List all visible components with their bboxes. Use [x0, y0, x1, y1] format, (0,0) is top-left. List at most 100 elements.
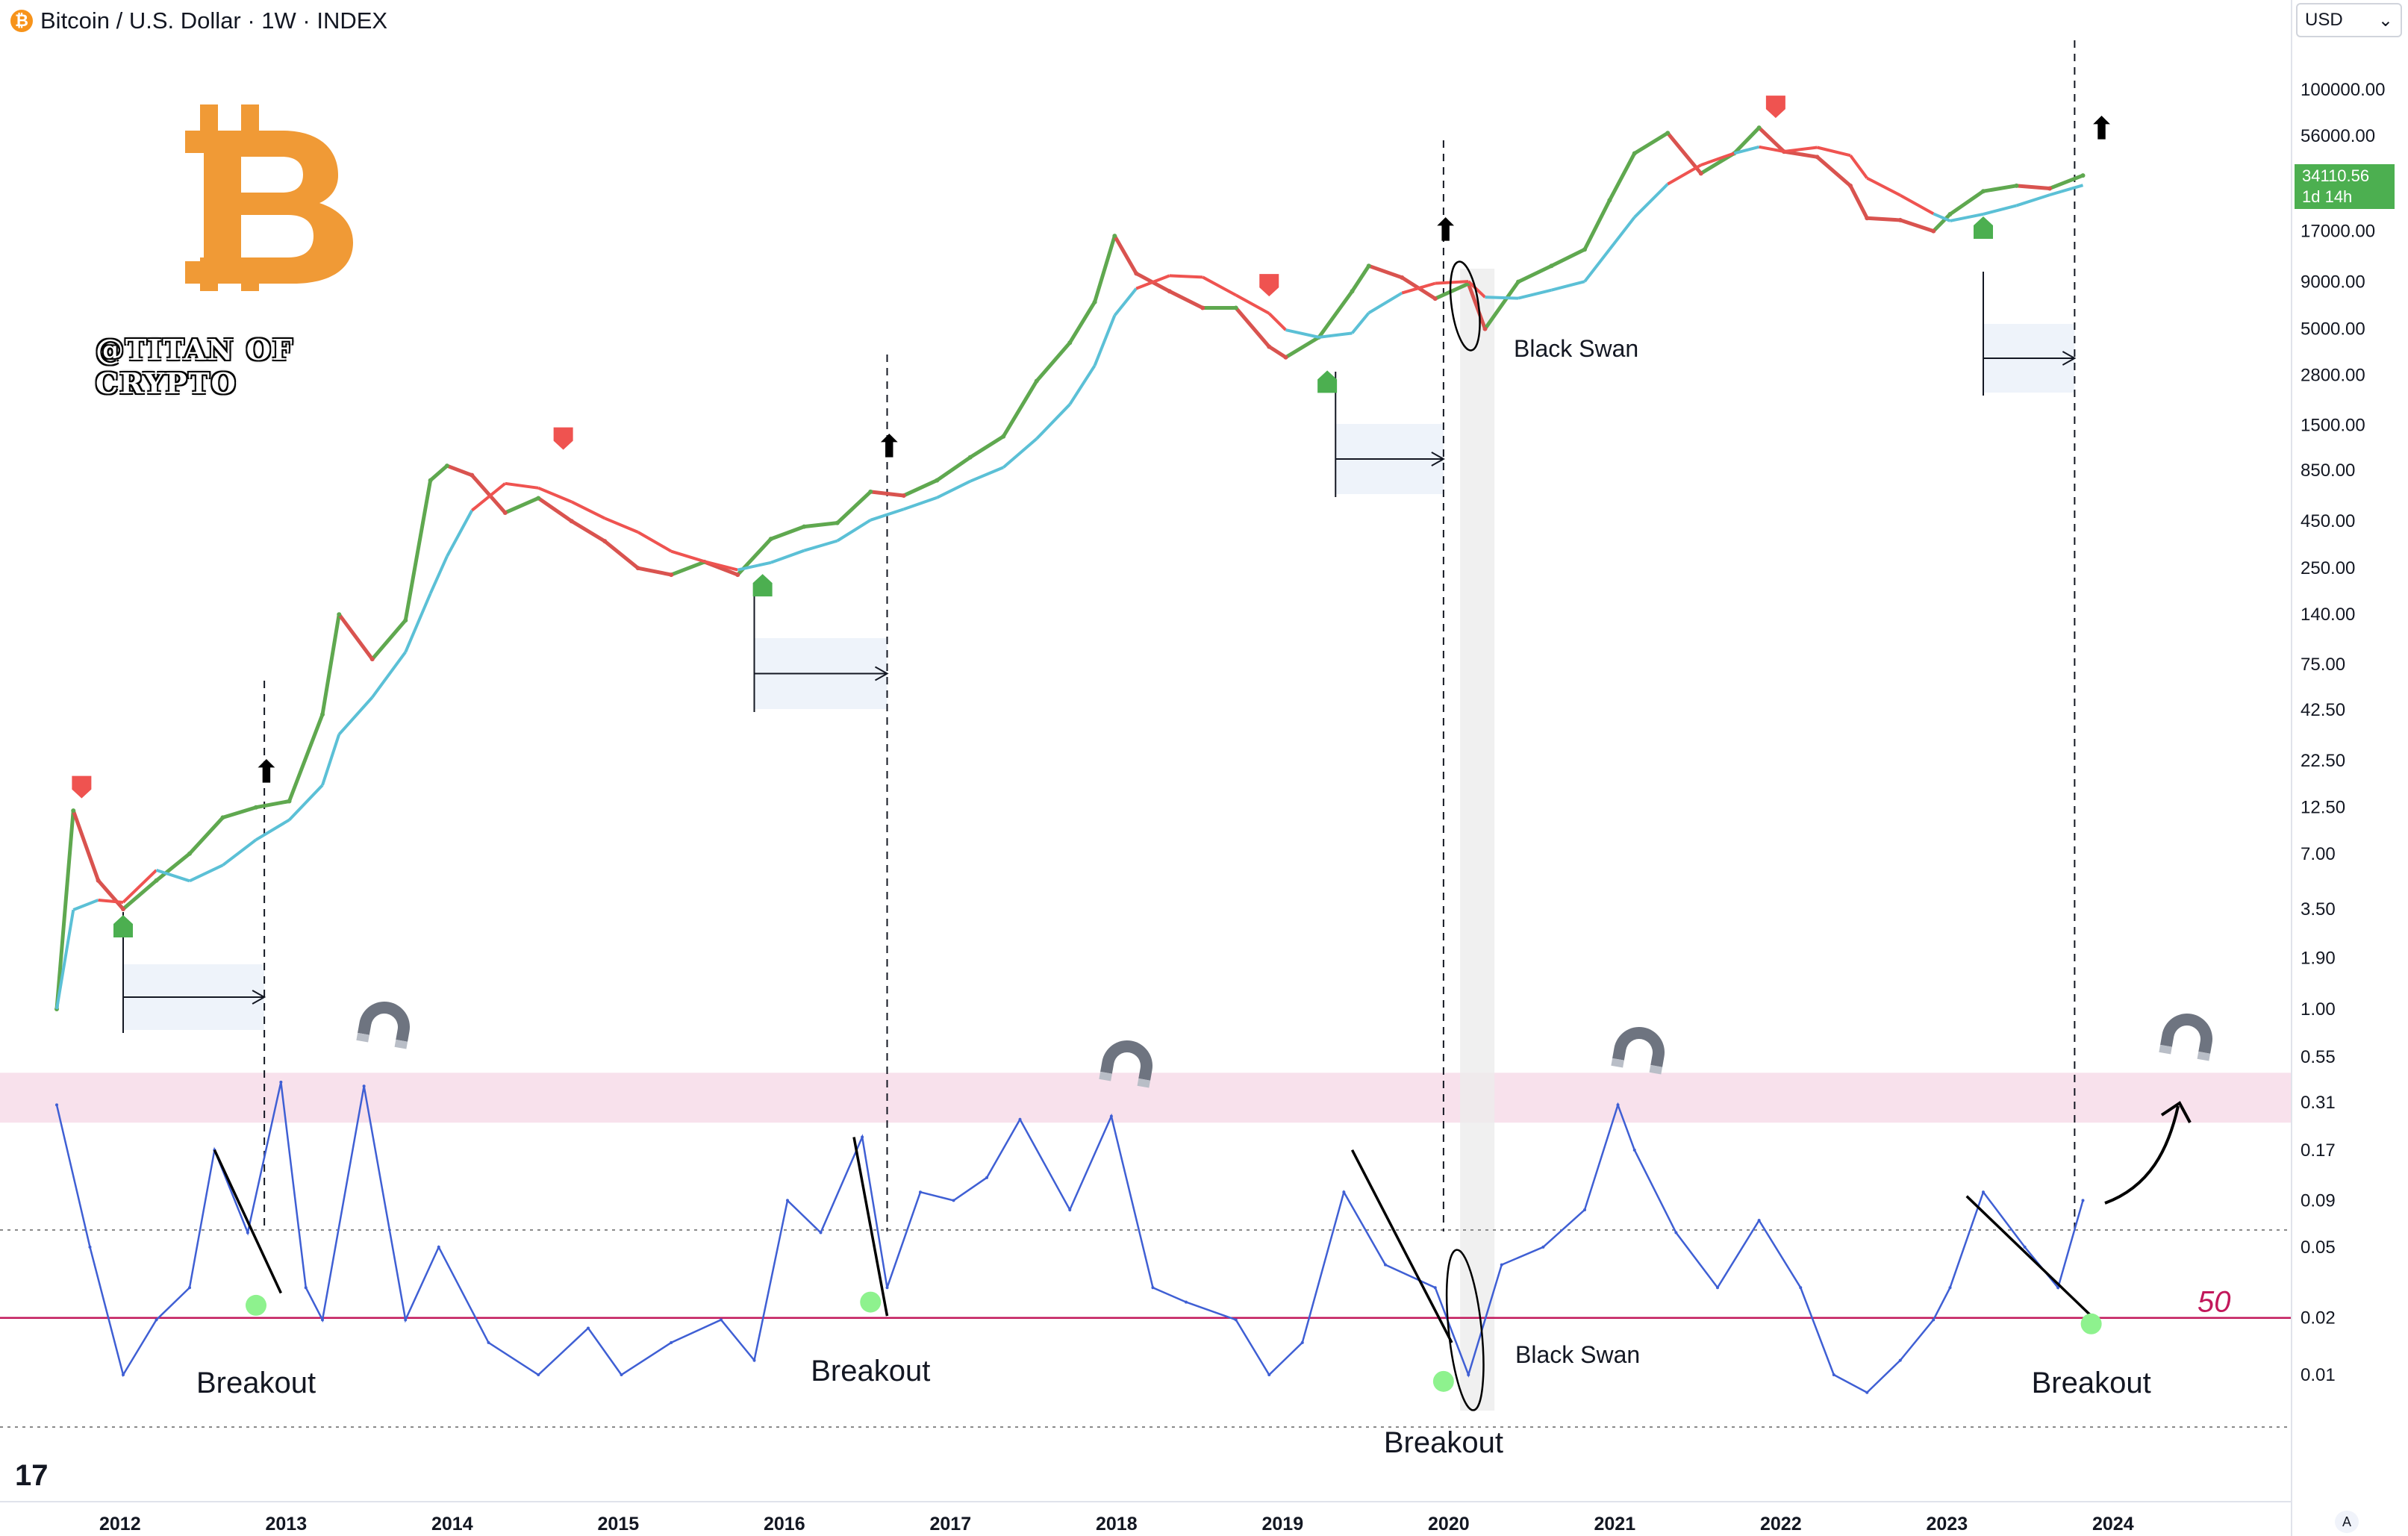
price-segment: [1113, 234, 1138, 275]
price-point: [71, 808, 76, 814]
price-point: [320, 712, 325, 717]
price-point: [868, 489, 873, 494]
price-segment: [287, 714, 325, 802]
currency-select[interactable]: USD ⌄: [2296, 3, 2402, 37]
price-tick-label: 3.50: [2301, 899, 2336, 920]
ma-segment: [2049, 184, 2084, 197]
price-point: [1267, 344, 1272, 349]
ma-segment: [1467, 280, 1486, 299]
oscillator-trendline: [1965, 1195, 2092, 1317]
oscillator-point: [188, 1286, 191, 1290]
ma-segment: [98, 898, 124, 904]
ma-segment: [803, 539, 838, 552]
ma-segment: [1002, 437, 1038, 469]
price-point: [337, 612, 342, 617]
ma-segment: [1035, 403, 1071, 440]
price-tick-label: 75.00: [2301, 655, 2345, 675]
oscillator-point: [1616, 1103, 1620, 1107]
price-segment: [870, 490, 905, 498]
ma-segment: [1633, 183, 1669, 219]
price-segment: [537, 496, 573, 523]
price-point: [1516, 279, 1520, 284]
ma-segment: [1367, 291, 1403, 314]
ma-segment: [1485, 296, 1519, 300]
oscillator-point: [1018, 1117, 1022, 1121]
oscillator-point: [786, 1199, 789, 1202]
ma-segment: [1318, 331, 1353, 339]
ma-segment: [189, 864, 224, 883]
price-point: [369, 657, 375, 662]
ma-segment: [1608, 216, 1636, 251]
oscillator-point: [1982, 1190, 1985, 1194]
oscillator-point: [752, 1358, 756, 1362]
price-point: [1981, 189, 1986, 194]
price-segment: [428, 464, 449, 482]
buy-signal-marker: [752, 574, 773, 597]
ma-segment: [1401, 281, 1436, 295]
symbol-title[interactable]: Bitcoin / U.S. Dollar · 1W · INDEX: [40, 7, 388, 34]
up-arrow-icon: ⬆: [254, 756, 279, 789]
oscillator-tick-label: 0.17: [2301, 1140, 2336, 1161]
breakout-label: Breakout: [196, 1367, 316, 1399]
price-segment: [54, 810, 75, 1010]
auto-scale-button[interactable]: A: [2335, 1511, 2359, 1533]
ma-segment: [470, 482, 507, 512]
magnet-icon: [1099, 1040, 1152, 1088]
price-segment: [1899, 218, 1935, 233]
price-segment: [1517, 263, 1553, 284]
price-point: [187, 851, 192, 856]
price-segment: [96, 879, 125, 911]
price-segment: [1932, 213, 1952, 233]
price-tick-label: 1.90: [2301, 948, 2336, 968]
price-segment: [1466, 283, 1487, 330]
oscillator-point: [1865, 1390, 1869, 1394]
curved-arrow: [2104, 1105, 2180, 1205]
oscillator-point: [885, 1286, 889, 1290]
oscillator-tick-label: 0.02: [2301, 1308, 2336, 1329]
ma-segment: [1950, 212, 1984, 222]
oscillator-point: [919, 1190, 922, 1194]
price-segment: [670, 560, 705, 577]
ma-segment: [870, 508, 905, 522]
price-point: [569, 519, 574, 524]
price-segment: [320, 614, 341, 715]
price-tick-label: 1.00: [2301, 999, 2336, 1020]
price-point: [835, 520, 840, 525]
last-price-tag: 34110.56 1d 14h: [2295, 164, 2395, 209]
breakout-label: Breakout: [1384, 1426, 1503, 1459]
ma-segment: [72, 899, 99, 911]
oscillator-tick-label: 0.01: [2301, 1365, 2336, 1385]
oscillator-line: [55, 1081, 2084, 1394]
arrow-head: [1431, 452, 1445, 466]
price-point: [502, 510, 508, 515]
price-segment: [504, 496, 540, 515]
oscillator-trendline: [1350, 1149, 1453, 1343]
ma-segment: [737, 561, 772, 572]
price-point: [1482, 326, 1488, 331]
price-point: [96, 878, 101, 883]
ma-segment: [1113, 287, 1138, 316]
price-point: [1167, 289, 1172, 294]
arrow-head: [875, 666, 889, 681]
oscillator-point: [2023, 1245, 2027, 1249]
price-tick-label: 450.00: [2301, 511, 2355, 531]
tradingview-logo[interactable]: 17: [15, 1459, 49, 1492]
oscillator-point: [1068, 1208, 1072, 1211]
price-segment: [446, 463, 473, 478]
price-tick-label: 17000.00: [2301, 222, 2375, 242]
price-segment: [637, 566, 672, 577]
price-point: [602, 539, 608, 544]
oscillator-point: [279, 1080, 283, 1084]
oscillator-tick-label: 0.55: [2301, 1047, 2336, 1067]
ma-segment: [1435, 280, 1469, 285]
ma-segment: [1350, 311, 1370, 334]
price-tick-label: 7.00: [2301, 844, 2336, 864]
up-arrow-icon: ⬆: [1433, 214, 1459, 247]
buy-signal-marker: [1974, 216, 1993, 240]
time-tick-label: 2019: [1262, 1514, 1304, 1535]
price-tick-label: 56000.00: [2301, 126, 2375, 146]
price-segment: [803, 521, 838, 529]
time-tick-label: 2016: [764, 1514, 805, 1535]
price-segment: [1434, 281, 1470, 301]
